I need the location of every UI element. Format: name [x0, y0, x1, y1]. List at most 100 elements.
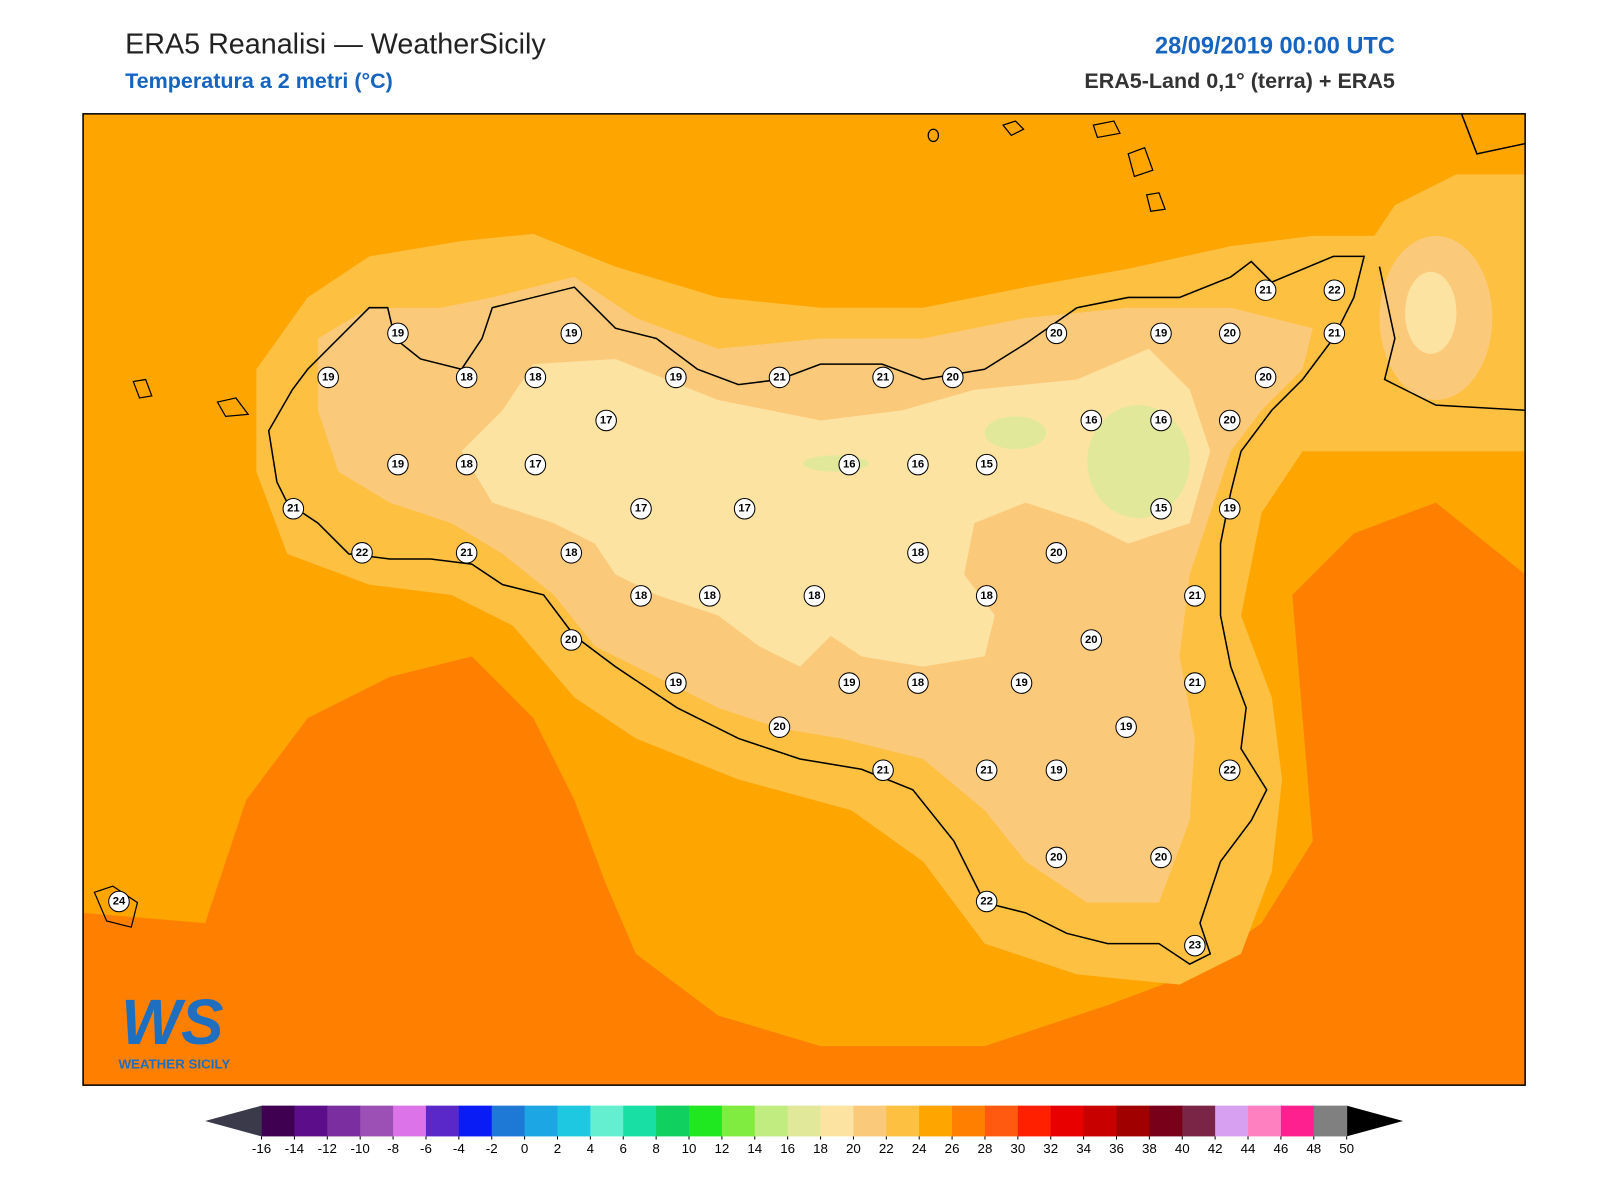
- station: 20: [1218, 322, 1241, 345]
- station: 19: [838, 672, 860, 694]
- station-marker: [1184, 672, 1206, 694]
- station-marker: [975, 890, 998, 913]
- station-value: 18: [635, 590, 648, 602]
- station-marker: [524, 453, 547, 476]
- station-value: 21: [1189, 590, 1202, 602]
- colorbar-segment: [952, 1105, 986, 1137]
- colorbar-label: 34: [1076, 1141, 1091, 1156]
- station-value: 20: [947, 371, 960, 383]
- colorbar-label: 4: [587, 1141, 595, 1156]
- station-value: 20: [1155, 851, 1168, 863]
- station-marker: [630, 497, 652, 520]
- station-value: 19: [322, 371, 335, 383]
- station-marker: [455, 453, 478, 476]
- station-marker: [665, 672, 687, 694]
- station-marker: [1323, 279, 1346, 302]
- station-value: 19: [670, 371, 683, 383]
- station-value: 20: [1050, 851, 1063, 863]
- station: 17: [595, 409, 617, 432]
- station: 19: [665, 672, 687, 694]
- station-marker: [595, 409, 617, 432]
- station: 18: [455, 366, 478, 389]
- station-value: 18: [912, 547, 925, 559]
- station: 19: [387, 322, 409, 345]
- station-marker: [282, 497, 305, 520]
- datetime: 28/09/2019 00:00 UTC: [1155, 32, 1395, 58]
- station: 19: [1115, 716, 1137, 738]
- station-marker: [698, 585, 721, 607]
- station: 18: [455, 453, 478, 476]
- station-value: 21: [287, 503, 300, 515]
- station: 18: [907, 542, 929, 564]
- station: 21: [282, 497, 305, 520]
- colorbar-label: 20: [846, 1141, 861, 1156]
- colorbar-segment: [754, 1105, 789, 1137]
- station-marker: [768, 716, 791, 738]
- colorbar-label: -6: [420, 1141, 432, 1156]
- station-marker: [838, 453, 860, 476]
- colorbar-segment: [623, 1105, 657, 1137]
- colorbar-segment: [557, 1105, 591, 1137]
- colorbar-segment: [1017, 1105, 1052, 1137]
- station: 20: [560, 629, 583, 651]
- station-marker: [1080, 629, 1103, 651]
- colorbar-label: 38: [1142, 1141, 1157, 1156]
- station-value: 19: [670, 677, 683, 689]
- station-value: 20: [1050, 547, 1063, 559]
- station-value: 19: [1015, 677, 1028, 689]
- colorbar-label: -10: [351, 1141, 370, 1156]
- station: 21: [1184, 585, 1206, 607]
- station: 17: [524, 453, 547, 476]
- colorbar-segment: [327, 1105, 361, 1137]
- station-value: 19: [565, 327, 578, 339]
- colorbar-segment: [1083, 1105, 1118, 1137]
- station: 20: [1218, 409, 1241, 432]
- colorbar-label: 50: [1339, 1141, 1354, 1156]
- colorbar-segment: [294, 1105, 328, 1137]
- colorbar-segment: [360, 1105, 394, 1137]
- colorbar-segment: [491, 1105, 526, 1137]
- field-14-16: [984, 416, 1047, 450]
- station-marker: [803, 585, 826, 607]
- colorbar-segment: [524, 1105, 558, 1137]
- station-value: 18: [912, 677, 925, 689]
- station-marker: [1045, 759, 1068, 782]
- station: 21: [1323, 322, 1346, 345]
- colorbar-label: 32: [1043, 1141, 1058, 1156]
- station-value: 24: [113, 896, 126, 908]
- station-value: 18: [808, 590, 821, 602]
- station: 19: [1045, 759, 1068, 782]
- station-value: 15: [1155, 503, 1168, 515]
- logo-name: WEATHER SICILY: [118, 1057, 230, 1072]
- station: 18: [524, 366, 547, 389]
- station: 21: [455, 542, 478, 564]
- station-value: 16: [1155, 415, 1168, 427]
- colorbar-segment: [919, 1105, 953, 1137]
- station-marker: [733, 497, 756, 520]
- station: 16: [1150, 409, 1172, 432]
- station-value: 20: [565, 634, 578, 646]
- station-value: 21: [1189, 677, 1202, 689]
- station-value: 21: [1328, 327, 1341, 339]
- station-marker: [665, 366, 687, 389]
- station-value: 20: [1085, 634, 1098, 646]
- colorbar-segment: [590, 1105, 624, 1137]
- station: 21: [1184, 672, 1206, 694]
- station-value: 20: [1223, 327, 1236, 339]
- station-marker: [1115, 716, 1137, 738]
- station-value: 19: [392, 327, 405, 339]
- station-marker: [108, 890, 130, 913]
- station: 22: [351, 542, 373, 564]
- stations: 19 19 19 18 18 19 21 21 20 20 19 20 21 22 21 20 17 16 16 20…: [108, 279, 1346, 957]
- station: 20: [1045, 542, 1068, 564]
- station: 22: [975, 890, 998, 913]
- station-value: 16: [1085, 415, 1098, 427]
- station-marker: [872, 366, 894, 389]
- station: 16: [907, 453, 929, 476]
- station: 21: [1254, 279, 1277, 302]
- station: 19: [387, 453, 409, 476]
- station-value: 21: [980, 764, 993, 776]
- subtitle: Temperatura a 2 metri (°C): [125, 69, 393, 93]
- colorbar-segment: [656, 1105, 690, 1137]
- station-marker: [1254, 279, 1277, 302]
